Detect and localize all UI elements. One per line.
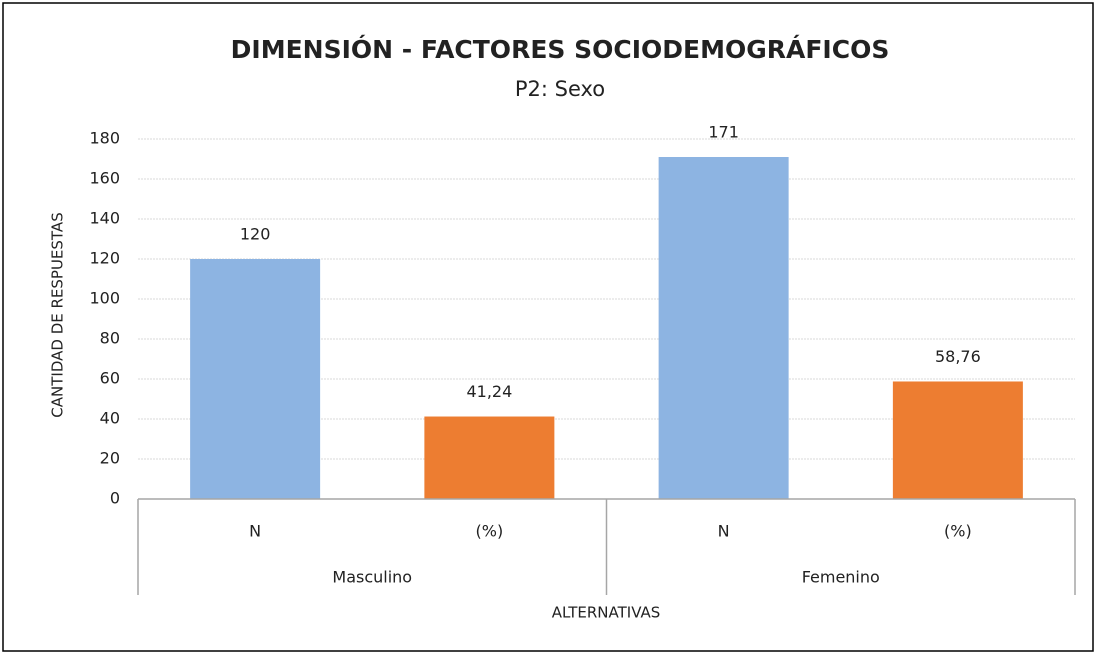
y-tick-label: 40 bbox=[100, 409, 120, 428]
x-tick-label: (%) bbox=[944, 522, 972, 541]
y-tick-label: 160 bbox=[89, 169, 120, 188]
y-tick-label: 20 bbox=[100, 449, 120, 468]
data-label: 171 bbox=[708, 123, 739, 142]
x-tick-label: N bbox=[718, 522, 730, 541]
x-axis-title: ALTERNATIVAS bbox=[552, 604, 661, 622]
bar bbox=[658, 157, 789, 499]
y-tick-label: 120 bbox=[89, 249, 120, 268]
group-label: Femenino bbox=[802, 568, 880, 587]
y-axis-title: CANTIDAD DE RESPUESTAS bbox=[49, 212, 67, 417]
bar bbox=[424, 416, 555, 499]
bar bbox=[190, 259, 321, 499]
x-tick-label: N bbox=[249, 522, 261, 541]
group-label: Masculino bbox=[332, 568, 412, 587]
x-tick-label: (%) bbox=[476, 522, 504, 541]
data-label: 41,24 bbox=[466, 382, 512, 401]
data-label: 58,76 bbox=[935, 347, 981, 366]
y-tick-label: 60 bbox=[100, 369, 120, 388]
y-tick-label: 180 bbox=[89, 129, 120, 148]
chart-subtitle: P2: Sexo bbox=[515, 77, 605, 101]
y-tick-label: 140 bbox=[89, 209, 120, 228]
y-tick-label: 100 bbox=[89, 289, 120, 308]
bar bbox=[892, 381, 1023, 499]
y-tick-label: 80 bbox=[100, 329, 120, 348]
chart-title: DIMENSIÓN - FACTORES SOCIODEMOGRÁFICOS bbox=[231, 34, 890, 64]
data-label: 120 bbox=[240, 225, 271, 244]
y-tick-label: 0 bbox=[110, 489, 120, 508]
